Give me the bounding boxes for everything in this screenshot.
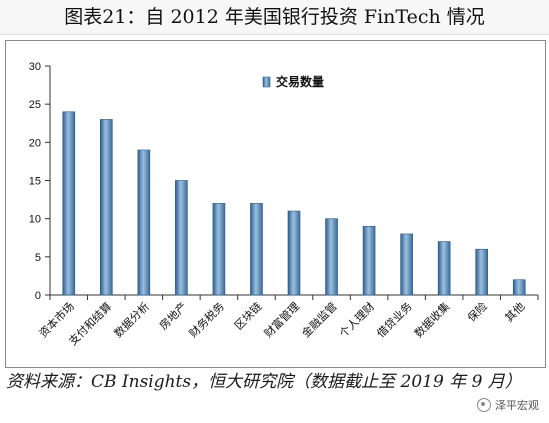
watermark-text: 泽平宏观 <box>495 399 539 412</box>
chart-bars <box>62 111 526 296</box>
x-tick-label: 其他 <box>503 300 528 325</box>
x-tick-label: 保险 <box>464 299 489 324</box>
chart-frame: 0 5 10 15 20 25 30 资本市场 支付和结算 数据分析 房地产 财务税务 区块链 财富管理… <box>5 40 546 368</box>
bar <box>475 248 488 296</box>
bar <box>512 279 526 296</box>
wechat-icon <box>477 398 491 412</box>
bar <box>175 180 188 296</box>
y-tick-label: 0 <box>35 290 41 302</box>
bar <box>400 233 413 296</box>
bar <box>250 203 263 296</box>
y-tick-label: 15 <box>29 176 41 188</box>
chart-title: 图表21：自 2012 年美国银行投资 FinTech 情况 <box>64 6 485 28</box>
x-tick-label: 财务税务 <box>186 299 227 340</box>
x-tick-label: 个人理财 <box>336 299 377 340</box>
bar <box>362 226 376 296</box>
bar <box>212 203 226 296</box>
bar <box>62 111 76 296</box>
x-tick-label: 区块链 <box>231 299 264 332</box>
bar <box>287 210 301 296</box>
header-bar: 图表21：自 2012 年美国银行投资 FinTech 情况 <box>0 0 549 35</box>
chart-legend: 交易数量 <box>262 74 324 89</box>
y-tick-label: 20 <box>29 137 41 149</box>
source-note: 资料来源：CB Insights，恒大研究院（数据截止至 2019 年 9 月） <box>6 372 522 392</box>
y-tick-label: 10 <box>29 214 41 226</box>
y-tick-label: 30 <box>29 61 41 73</box>
legend-label: 交易数量 <box>276 74 324 89</box>
bar <box>137 149 151 296</box>
x-tick-label: 数据收集 <box>411 299 452 340</box>
bar <box>325 218 338 296</box>
y-tick-label: 25 <box>29 99 41 111</box>
x-tick-label: 数据分析 <box>111 299 152 340</box>
legend-swatch <box>262 76 271 88</box>
x-tick-label: 财富管理 <box>261 299 302 340</box>
x-tick-label: 金融监管 <box>299 299 340 340</box>
chart-axes: 0 5 10 15 20 25 30 <box>29 61 539 302</box>
watermark: 泽平宏观 <box>477 397 539 413</box>
x-tick-label: 房地产 <box>156 299 189 332</box>
bar <box>100 119 113 296</box>
y-tick-label: 5 <box>35 252 41 264</box>
bar <box>437 241 451 296</box>
x-tick-label: 借贷业务 <box>374 299 415 340</box>
